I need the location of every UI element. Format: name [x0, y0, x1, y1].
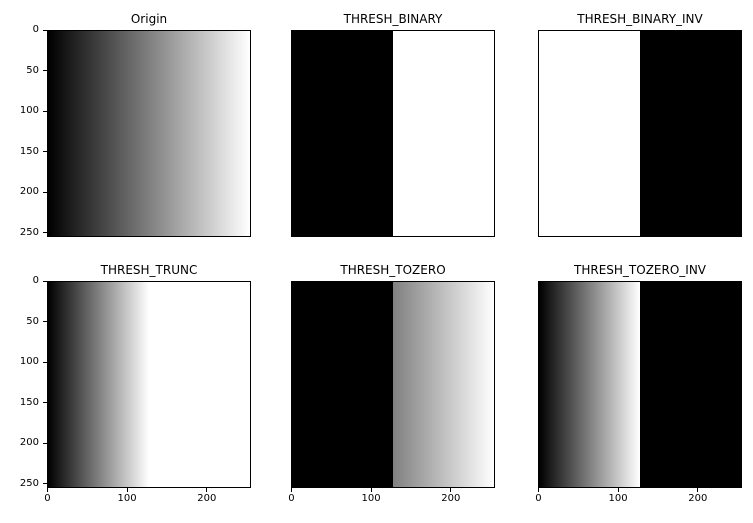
subplot-origin: Origin 0 50 100 150 200 250	[20, 12, 251, 237]
y-tick-label: 250	[19, 226, 39, 238]
x-tick-mark	[537, 488, 539, 492]
x-tick-mark	[46, 488, 48, 492]
x-tick-mark	[450, 488, 452, 492]
gradient-image	[47, 30, 251, 237]
x-tick-label: 0	[288, 493, 295, 504]
gradient-image	[47, 281, 251, 488]
y-tick-mark	[43, 29, 47, 31]
subplot-title: Origin	[130, 11, 168, 26]
y-tick-label: 0	[32, 24, 39, 36]
y-tick-label: 100	[19, 105, 39, 117]
gradient-image	[291, 281, 495, 488]
subplot-thresh-binary-inv: THRESH_BINARY_INV	[538, 12, 742, 237]
subplot-thresh-tozero-inv: THRESH_TOZERO_INV 0 100 200	[535, 263, 742, 504]
y-tick-label: 150	[19, 145, 39, 157]
x-tick-mark	[126, 488, 128, 492]
y-tick-label: 150	[19, 396, 39, 408]
y-tick-mark	[43, 151, 47, 153]
x-tick-mark	[617, 488, 619, 492]
y-tick-mark	[43, 361, 47, 363]
x-tick-label: 100	[608, 493, 628, 504]
x-tick-label: 0	[44, 493, 51, 504]
subplot-title: THRESH_BINARY_INV	[577, 11, 703, 26]
subplot-thresh-trunc: THRESH_TRUNC 0 50 100 150 200 250 0 100 200	[20, 263, 251, 504]
x-tick-label: 100	[117, 493, 137, 504]
y-tick-mark	[43, 280, 47, 282]
y-tick-label: 250	[19, 477, 39, 489]
subplot-thresh-tozero: THRESH_TOZERO 0 100 200	[288, 263, 495, 504]
y-tick-label: 0	[32, 275, 39, 287]
y-tick-label: 100	[19, 356, 39, 368]
x-tick-mark	[206, 488, 208, 492]
y-tick-mark	[43, 70, 47, 72]
subplot-title: THRESH_TOZERO	[340, 262, 446, 277]
subplot-title: THRESH_TRUNC	[100, 262, 198, 277]
x-tick-label: 200	[441, 493, 461, 504]
subplot-title: THRESH_BINARY	[343, 11, 443, 26]
y-tick-mark	[43, 110, 47, 112]
y-tick-mark	[43, 232, 47, 234]
subplot-thresh-binary: THRESH_BINARY	[291, 12, 495, 237]
x-tick-label: 0	[535, 493, 542, 504]
gradient-image	[291, 30, 495, 237]
x-tick-label: 200	[688, 493, 708, 504]
x-tick-mark	[697, 488, 699, 492]
x-tick-mark	[370, 488, 372, 492]
y-tick-label: 50	[26, 64, 39, 76]
y-tick-label: 200	[19, 437, 39, 449]
x-tick-label: 200	[197, 493, 217, 504]
y-tick-mark	[43, 442, 47, 444]
y-tick-mark	[43, 321, 47, 323]
y-tick-mark	[43, 402, 47, 404]
x-tick-mark	[290, 488, 292, 492]
y-tick-label: 200	[19, 186, 39, 198]
y-tick-mark	[43, 191, 47, 193]
subplot-title: THRESH_TOZERO_INV	[574, 262, 706, 277]
y-tick-mark	[43, 483, 47, 485]
y-tick-label: 50	[26, 315, 39, 327]
gradient-image	[538, 281, 742, 488]
gradient-image	[538, 30, 742, 237]
x-tick-label: 100	[361, 493, 381, 504]
